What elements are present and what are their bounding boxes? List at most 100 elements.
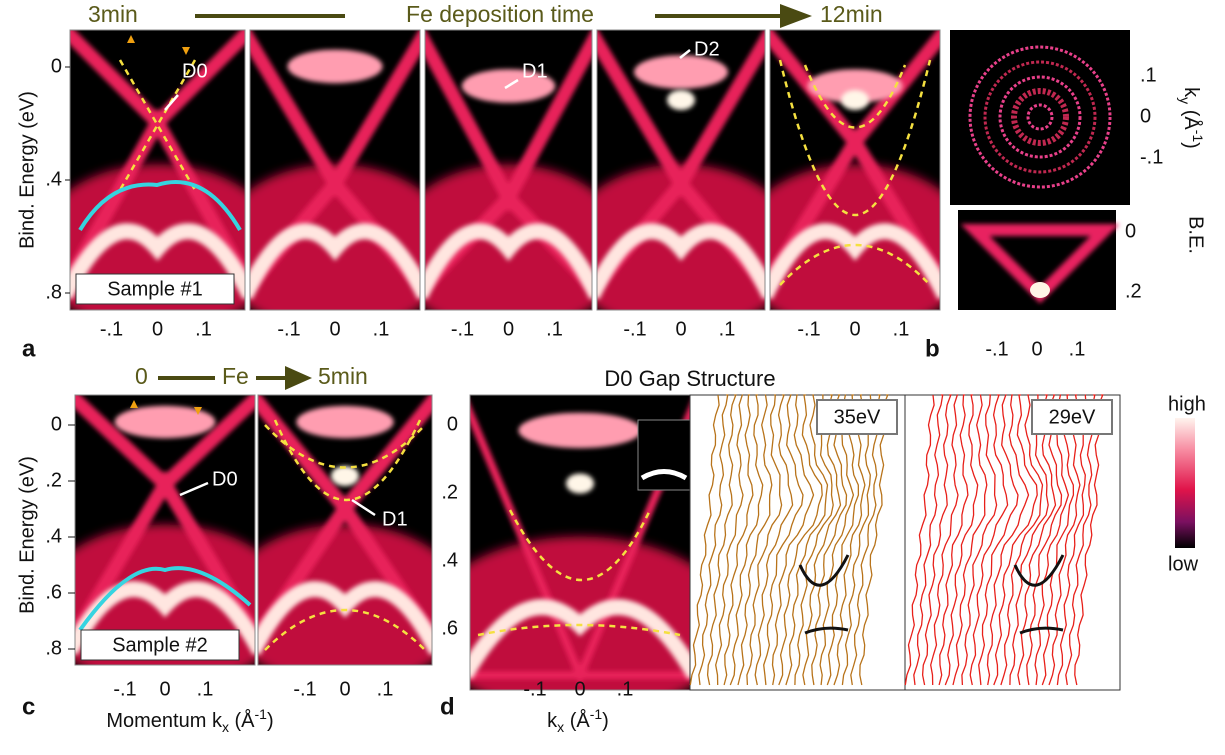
marker-label: D2 [694,38,720,60]
y-axis-title: Bind. Energy (eV) [16,91,38,249]
surface-state [114,405,216,439]
ky-title-close: ) [1180,142,1202,149]
x-tick-label: .1 [373,318,390,340]
surface-state [518,412,642,449]
x-tick-label: 0 [329,318,340,340]
y-tick-label: .1 [1140,64,1157,86]
x-tick-label: 0 [1031,338,1042,360]
pointer [351,498,376,517]
glow [470,536,690,690]
edc-curve [785,394,829,686]
ring-map [950,30,1130,205]
y-tick-label: .8 [45,281,62,303]
x-tick-label: -.1 [100,318,123,340]
x-axis-title: kx (Å-1) [547,706,609,735]
edc-curve [754,394,794,686]
edc-curve [944,394,979,686]
pointer [179,481,209,497]
edc-curve [969,394,1009,686]
header-start: 0 [135,363,148,389]
y-tick-label: 0 [1140,105,1151,127]
x-tick-label: .1 [719,318,736,340]
x-title-k: Momentum k [106,710,223,732]
ring [998,75,1082,159]
x-tick-label: -.1 [277,318,300,340]
band [70,30,245,293]
guide-line [477,623,681,637]
arrowhead [182,47,190,55]
x-title-sup: -1 [255,706,268,722]
x-tick-label: -.1 [623,318,646,340]
header-end: 5min [318,363,368,389]
panel-label: a [22,335,36,362]
x-tick-label: .1 [1069,338,1086,360]
edc-curve [961,394,998,686]
edc-curve [921,394,952,686]
valence [70,223,245,300]
edc-curve [763,394,804,686]
header-end: 12min [820,1,883,27]
frame [769,29,941,311]
bright-spot [566,473,594,494]
guide-line [264,424,426,469]
marker-label: D1 [522,60,548,82]
y-tick-label: .2 [1125,280,1142,302]
surface-state [633,55,729,89]
edc-curve [930,394,959,686]
x-tick-label: 0 [159,678,170,700]
edc-curve [698,394,729,686]
sample-box [80,629,240,661]
be-title: B.E. [1185,216,1207,254]
edc-curve [737,394,773,686]
sample-box [75,273,235,305]
arrowhead [130,400,138,408]
spectrum [250,30,420,310]
spectrum [425,30,592,310]
y-tick-label: .6 [441,617,458,639]
bright-spot [331,466,359,486]
spectrum [470,395,690,690]
marker-label: D0 [212,468,238,490]
y-tick-label: 0 [1125,220,1136,242]
guide-line [779,243,931,286]
x-tick-label: -.1 [451,318,474,340]
colorbar [1175,418,1195,548]
panel-label: b [925,335,940,362]
header-middle: Fe deposition time [406,1,594,27]
x-tick-label: .1 [377,678,394,700]
surface-state [296,405,394,439]
frame [69,29,246,311]
ky-title-k: k [1180,87,1202,98]
x-title-sub: x [222,719,229,735]
ring [968,45,1112,189]
arrowhead [127,35,135,43]
y-tick-label: .4 [45,168,62,190]
sample-label: Sample #1 [107,278,203,300]
edc-curve [1000,394,1044,686]
valence [250,223,420,300]
x-tick-label: 0 [675,318,686,340]
ky-title: ky (Å-1) [1177,87,1206,149]
edc-curve [904,394,935,686]
guide-line [118,59,197,191]
x-title-sub: x [557,719,564,735]
x-tick-label: .1 [195,318,212,340]
x-tick-label: .1 [546,318,563,340]
edc-curve [986,394,1030,686]
arrowhead [194,407,202,415]
y-tick-label: .4 [441,549,458,571]
pointer [504,78,519,90]
ky-title-sup: -1 [1190,130,1206,143]
edc-frame [689,394,906,691]
frame [424,29,593,311]
y-tick-label: 0 [51,55,62,77]
bright-spot [841,90,869,110]
edc-curve [723,394,754,686]
x-tick-label: -.1 [797,318,820,340]
y-axis-title: Bind. Energy (eV) [16,456,38,614]
edc-curve [952,394,988,686]
y-tick-label: .6 [45,581,62,603]
cyan-curve [78,180,242,232]
colorbar-high: high [1168,393,1206,415]
